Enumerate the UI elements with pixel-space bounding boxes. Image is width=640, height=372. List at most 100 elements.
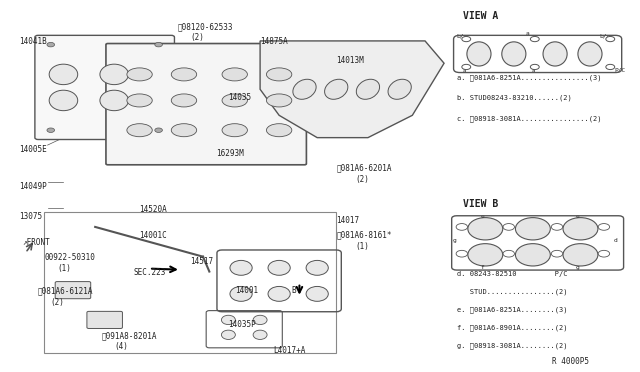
Text: 14001: 14001 [235, 286, 258, 295]
Ellipse shape [356, 79, 380, 99]
Text: g: g [575, 265, 579, 270]
Circle shape [551, 224, 563, 230]
Text: P/C: P/C [614, 67, 625, 73]
Text: a: a [463, 68, 467, 73]
Text: (1): (1) [355, 242, 369, 251]
Ellipse shape [100, 90, 129, 111]
Ellipse shape [266, 94, 292, 107]
Text: 14001C: 14001C [140, 231, 167, 240]
Text: e: e [575, 214, 579, 219]
Ellipse shape [468, 218, 503, 240]
Ellipse shape [172, 124, 196, 137]
Circle shape [598, 250, 610, 257]
Circle shape [606, 36, 614, 42]
Circle shape [531, 36, 540, 42]
Text: R 4000P5: R 4000P5 [552, 357, 589, 366]
Text: (2): (2) [190, 33, 204, 42]
Ellipse shape [230, 286, 252, 301]
Text: 14875A: 14875A [260, 37, 288, 46]
Text: Ⓑ081A6-6121A: Ⓑ081A6-6121A [38, 286, 93, 295]
Text: 16293M: 16293M [216, 149, 243, 158]
Ellipse shape [268, 260, 290, 275]
Text: g: g [452, 238, 456, 243]
Text: L4017+A: L4017+A [273, 346, 305, 355]
Ellipse shape [306, 260, 328, 275]
Text: 14049P: 14049P [19, 182, 47, 191]
Text: 14013M: 14013M [336, 56, 364, 65]
Ellipse shape [502, 42, 526, 66]
Text: 00922-50310: 00922-50310 [44, 253, 95, 262]
Ellipse shape [515, 218, 550, 240]
Text: (1): (1) [57, 264, 71, 273]
Ellipse shape [100, 64, 129, 85]
Ellipse shape [563, 218, 598, 240]
Text: STUD................(2): STUD................(2) [457, 289, 567, 295]
Text: B: B [292, 286, 296, 295]
Circle shape [155, 128, 163, 132]
Circle shape [155, 42, 163, 47]
Circle shape [47, 42, 54, 47]
Ellipse shape [172, 68, 196, 81]
Text: a. Ⓑ081A6-8251A................(3): a. Ⓑ081A6-8251A................(3) [457, 74, 601, 81]
Text: Ⓑ091A8-8201A: Ⓑ091A8-8201A [102, 331, 157, 340]
Ellipse shape [253, 330, 267, 339]
Ellipse shape [253, 315, 267, 324]
Ellipse shape [578, 42, 602, 66]
Text: f. Ⓑ081A6-8901A........(2): f. Ⓑ081A6-8901A........(2) [457, 324, 567, 331]
Ellipse shape [221, 315, 236, 324]
Text: a: a [525, 31, 529, 36]
Circle shape [503, 250, 515, 257]
Text: 14520A: 14520A [140, 205, 167, 214]
Ellipse shape [563, 244, 598, 266]
Circle shape [462, 36, 470, 42]
Text: 14041B: 14041B [19, 37, 47, 46]
Circle shape [456, 224, 468, 230]
Ellipse shape [266, 68, 292, 81]
Ellipse shape [268, 286, 290, 301]
Ellipse shape [266, 124, 292, 137]
Ellipse shape [49, 64, 77, 85]
Text: c. ⓝ08918-3081A................(2): c. ⓝ08918-3081A................(2) [457, 115, 601, 122]
Ellipse shape [543, 42, 567, 66]
Circle shape [462, 64, 470, 70]
Text: (4): (4) [114, 342, 128, 351]
Text: d. 08243-82510         P/C: d. 08243-82510 P/C [457, 271, 567, 277]
FancyBboxPatch shape [106, 44, 307, 165]
Text: 14005E: 14005E [19, 145, 47, 154]
Text: b/c: b/c [600, 33, 611, 38]
Ellipse shape [467, 42, 491, 66]
Ellipse shape [306, 286, 328, 301]
Text: b. STUD08243-83210......(2): b. STUD08243-83210......(2) [457, 95, 572, 101]
FancyBboxPatch shape [87, 311, 122, 328]
FancyBboxPatch shape [55, 282, 91, 299]
Ellipse shape [222, 94, 248, 107]
Text: VIEW A: VIEW A [463, 11, 499, 21]
Circle shape [606, 64, 614, 70]
Ellipse shape [515, 244, 550, 266]
Text: 14035: 14035 [228, 93, 252, 102]
Ellipse shape [172, 94, 196, 107]
Text: b/c: b/c [457, 33, 468, 38]
Ellipse shape [127, 94, 152, 107]
Ellipse shape [127, 124, 152, 137]
Circle shape [456, 250, 468, 257]
Text: a: a [532, 68, 535, 73]
Ellipse shape [293, 79, 316, 99]
Text: 14035P: 14035P [228, 320, 256, 329]
Text: ↗FRONT: ↗FRONT [22, 238, 50, 247]
Ellipse shape [222, 68, 248, 81]
Text: VIEW B: VIEW B [463, 199, 499, 209]
Text: SEC.223: SEC.223 [133, 268, 166, 277]
Ellipse shape [49, 90, 77, 111]
Circle shape [531, 64, 540, 70]
Text: 14017: 14017 [336, 216, 359, 225]
Circle shape [551, 250, 563, 257]
Ellipse shape [221, 330, 236, 339]
Ellipse shape [222, 124, 248, 137]
Text: Ⓑ081A6-6201A: Ⓑ081A6-6201A [336, 164, 392, 173]
Text: (2): (2) [355, 175, 369, 184]
Bar [44, 212, 336, 353]
Ellipse shape [468, 244, 503, 266]
Text: e: e [480, 214, 484, 219]
Text: f: f [480, 265, 484, 270]
